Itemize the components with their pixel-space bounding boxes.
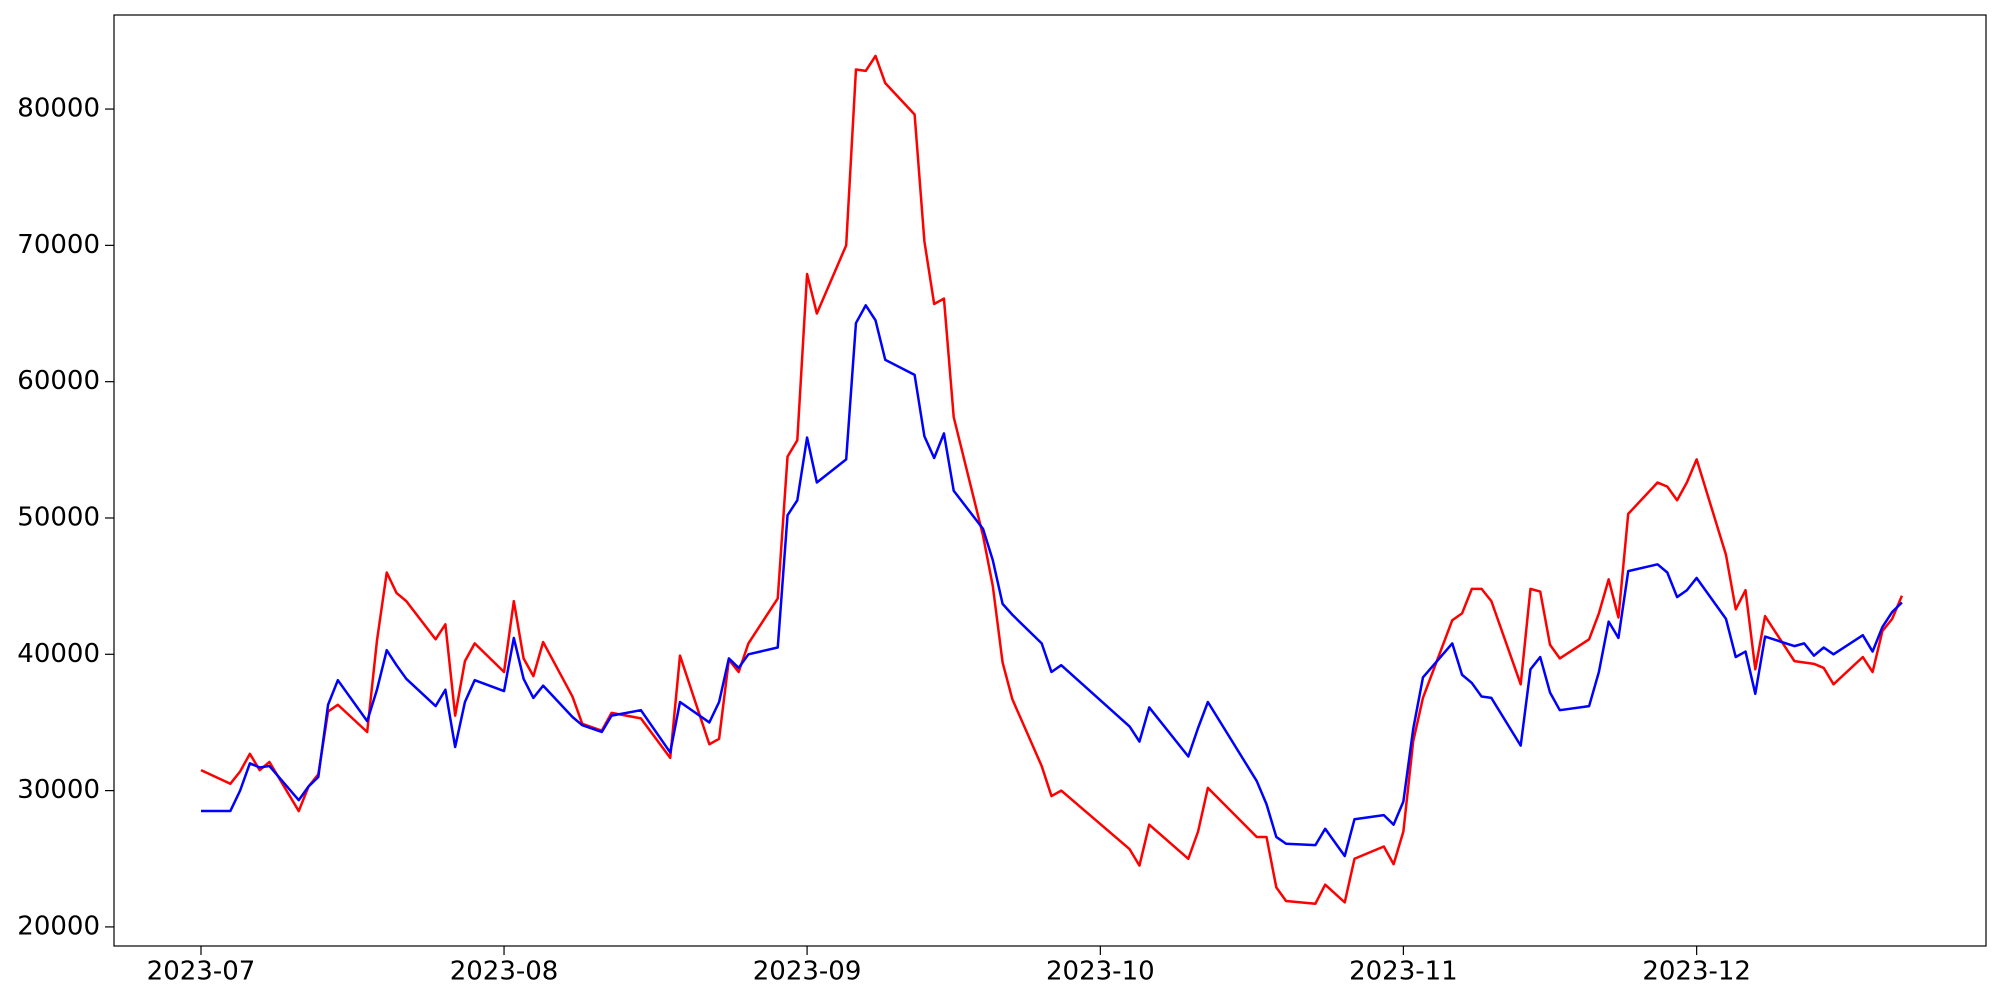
plot-frame — [113, 14, 1987, 947]
y-tick-label: 50000 — [17, 502, 100, 532]
x-tick-label: 2023-09 — [753, 957, 862, 987]
y-tick-label: 20000 — [17, 911, 100, 941]
x-tick-label: 2023-08 — [450, 957, 559, 987]
y-tick-label: 30000 — [17, 775, 100, 805]
x-tick-label: 2023-12 — [1642, 957, 1751, 987]
y-tick-label: 40000 — [17, 639, 100, 669]
x-tick-label: 2023-07 — [147, 957, 256, 987]
y-tick-label: 60000 — [17, 366, 100, 396]
series-line — [200, 54, 1904, 905]
x-tick-label: 2023-10 — [1046, 957, 1155, 987]
series-line — [201, 304, 1903, 858]
y-tick-label: 70000 — [17, 230, 100, 260]
y-tick-label: 80000 — [17, 94, 100, 124]
x-tick-label: 2023-11 — [1349, 957, 1458, 987]
